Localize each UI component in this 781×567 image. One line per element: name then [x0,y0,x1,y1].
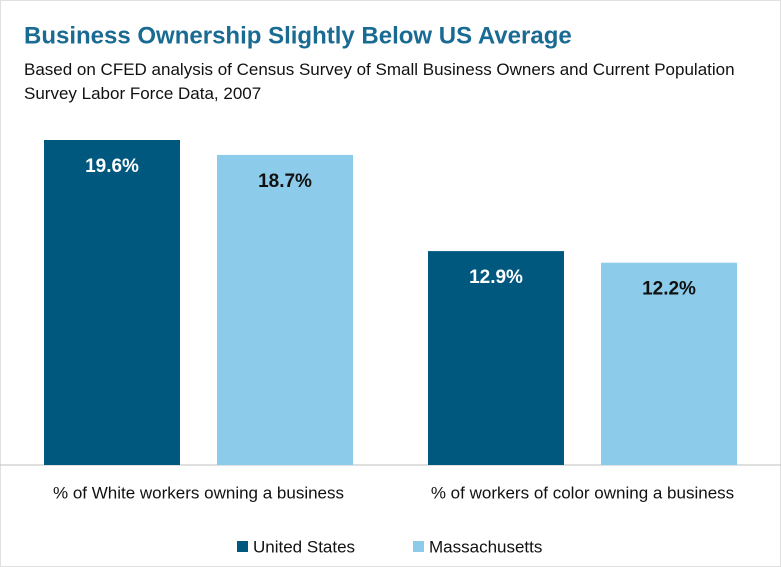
data-label: 19.6% [85,156,139,177]
x-tick-label: % of workers of color owning a business [431,483,734,502]
data-label: 18.7% [258,171,312,192]
data-label: 12.2% [642,279,696,300]
bar [44,140,180,465]
legend-swatch [413,541,424,552]
bar [428,251,564,465]
legend-swatch [237,541,248,552]
subtitle-box: Based on CFED analysis of Census Survey … [24,60,735,103]
data-label: 12.9% [469,267,523,288]
bar [217,154,353,465]
legend-label: United States [253,537,355,556]
legend-label: Massachusetts [429,537,542,556]
bar [601,262,737,465]
x-tick-label: % of White workers owning a business [53,483,344,502]
chart-title: Business Ownership Slightly Below US Ave… [24,22,572,49]
chart-subtitle: Based on CFED analysis of Census Survey … [24,60,735,103]
